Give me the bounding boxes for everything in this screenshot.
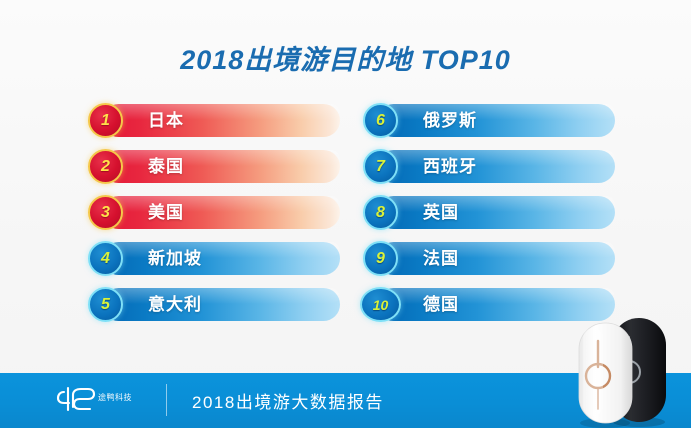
report-title: 2018出境游大数据报告 [192, 393, 384, 412]
destination-name: 美国 [148, 203, 184, 222]
rank-bar [377, 242, 615, 275]
ranking-column-left: 1 日本 2 泰国 3 美国 4 新加坡 5 意大利 [88, 103, 340, 334]
destination-name: 法国 [423, 249, 459, 268]
ranking-column-right: 6 俄罗斯 7 西班牙 8 英国 9 法国 10 德国 [360, 103, 615, 334]
page-title: 2018出境游目的地 TOP10 [180, 45, 511, 75]
list-item[interactable]: 10 德国 [360, 287, 615, 322]
destination-name: 德国 [423, 295, 459, 314]
rank-bar [102, 288, 340, 321]
rank-badge: 5 [88, 287, 123, 322]
rank-badge: 10 [360, 287, 401, 322]
list-item[interactable]: 7 西班牙 [363, 149, 615, 184]
rank-badge: 1 [88, 103, 123, 138]
list-item[interactable]: 5 意大利 [88, 287, 340, 322]
list-item[interactable]: 8 英国 [363, 195, 615, 230]
destination-name: 俄罗斯 [423, 111, 477, 130]
destination-name: 西班牙 [423, 157, 477, 176]
destination-name: 意大利 [148, 295, 202, 314]
list-item[interactable]: 9 法国 [363, 241, 615, 276]
rank-bar [377, 150, 615, 183]
destination-name: 英国 [423, 203, 459, 222]
rank-bar [102, 150, 340, 183]
list-item[interactable]: 6 俄罗斯 [363, 103, 615, 138]
footer-bar [0, 373, 691, 428]
rank-bar [102, 196, 340, 229]
rank-badge: 3 [88, 195, 123, 230]
destination-name: 新加坡 [148, 249, 202, 268]
list-item[interactable]: 2 泰国 [88, 149, 340, 184]
rank-badge: 2 [88, 149, 123, 184]
footer-divider [166, 384, 167, 416]
destination-name: 日本 [148, 111, 184, 130]
rank-badge: 7 [363, 149, 398, 184]
rank-badge: 8 [363, 195, 398, 230]
brand-logo-icon [56, 386, 96, 414]
rank-bar [377, 288, 615, 321]
rank-badge: 4 [88, 241, 123, 276]
rank-bar [102, 104, 340, 137]
rank-bar [102, 242, 340, 275]
rank-badge: 6 [363, 103, 398, 138]
list-item[interactable]: 4 新加坡 [88, 241, 340, 276]
wireless-mouse-image [572, 310, 691, 428]
rank-badge: 9 [363, 241, 398, 276]
rank-bar [377, 196, 615, 229]
brand-name: 途鸭科技 [98, 393, 132, 402]
rank-bar [377, 104, 615, 137]
list-item[interactable]: 3 美国 [88, 195, 340, 230]
destination-name: 泰国 [148, 157, 184, 176]
list-item[interactable]: 1 日本 [88, 103, 340, 138]
